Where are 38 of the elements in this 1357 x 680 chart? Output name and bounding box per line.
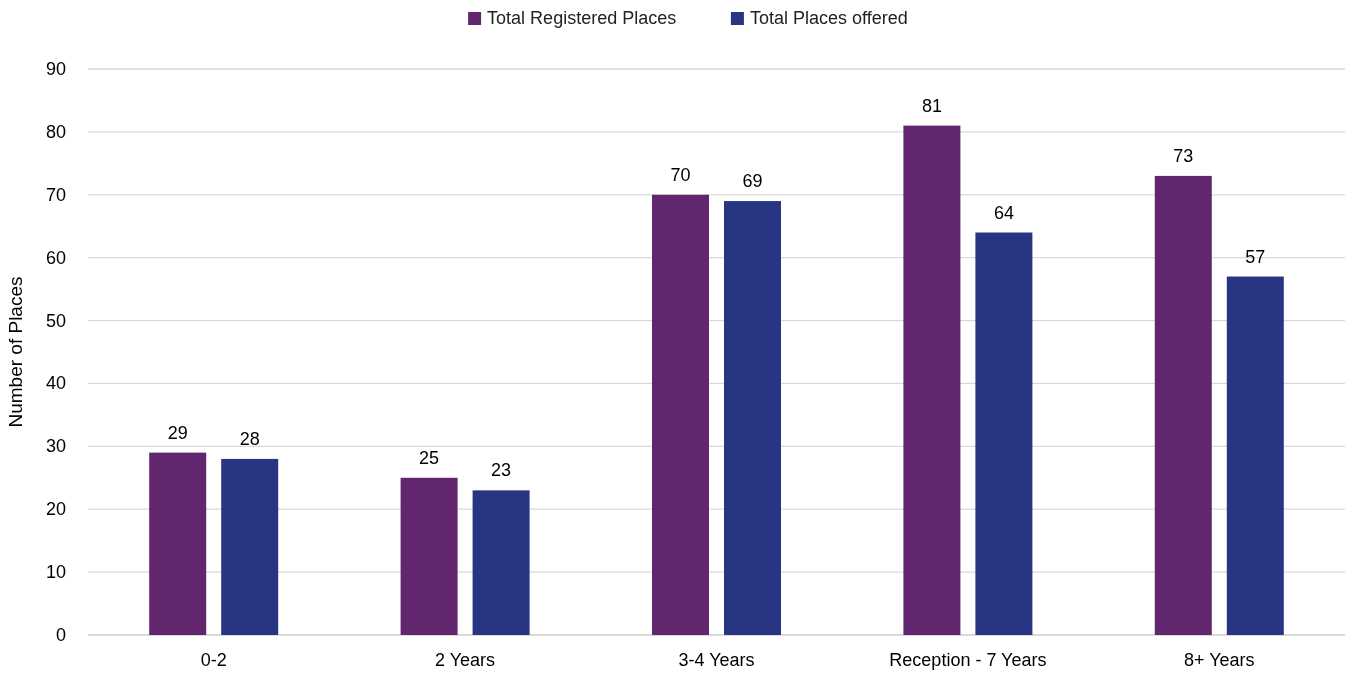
data-label: 69 — [742, 171, 763, 192]
legend-label: Total Places offered — [749, 8, 908, 28]
y-tick-label: 30 — [45, 436, 66, 457]
x-tick-label: Reception - 7 Years — [889, 650, 1047, 670]
y-tick-label: 10 — [45, 562, 66, 583]
bar — [221, 458, 279, 635]
data-label: 23 — [491, 460, 512, 481]
y-tick-label: 20 — [45, 499, 66, 520]
x-tick-label: 2 Years — [435, 650, 496, 670]
y-tick-label: 60 — [45, 247, 66, 268]
bar — [975, 232, 1033, 635]
bar — [149, 452, 207, 635]
y-tick-label: 70 — [45, 184, 66, 205]
bar — [724, 201, 781, 635]
x-tick-label: 0-2 — [200, 650, 227, 670]
data-label: 73 — [1173, 145, 1194, 166]
data-label: 25 — [419, 447, 440, 468]
y-tick-label: 90 — [45, 59, 66, 79]
y-tick-label: 0 — [55, 625, 66, 645]
legend-label: Total Registered Places — [487, 8, 677, 28]
bar — [1154, 175, 1212, 635]
y-tick-label: 50 — [45, 310, 66, 331]
bar — [903, 125, 961, 635]
bar — [472, 490, 530, 635]
y-tick-label: 80 — [45, 121, 66, 142]
data-label: 29 — [167, 422, 188, 443]
y-tick-label: 40 — [45, 373, 66, 394]
data-label: 81 — [921, 95, 942, 116]
data-label: 28 — [239, 428, 260, 449]
data-label: 70 — [670, 164, 691, 185]
data-label: 64 — [993, 202, 1014, 223]
y-axis-title: Number of Places — [5, 276, 26, 428]
bar — [652, 194, 709, 635]
data-label: 57 — [1245, 246, 1266, 267]
bar — [1226, 276, 1284, 635]
x-tick-label: 8+ Years — [1184, 650, 1255, 670]
bar — [400, 477, 458, 635]
x-tick-label: 3-4 Years — [678, 650, 755, 670]
